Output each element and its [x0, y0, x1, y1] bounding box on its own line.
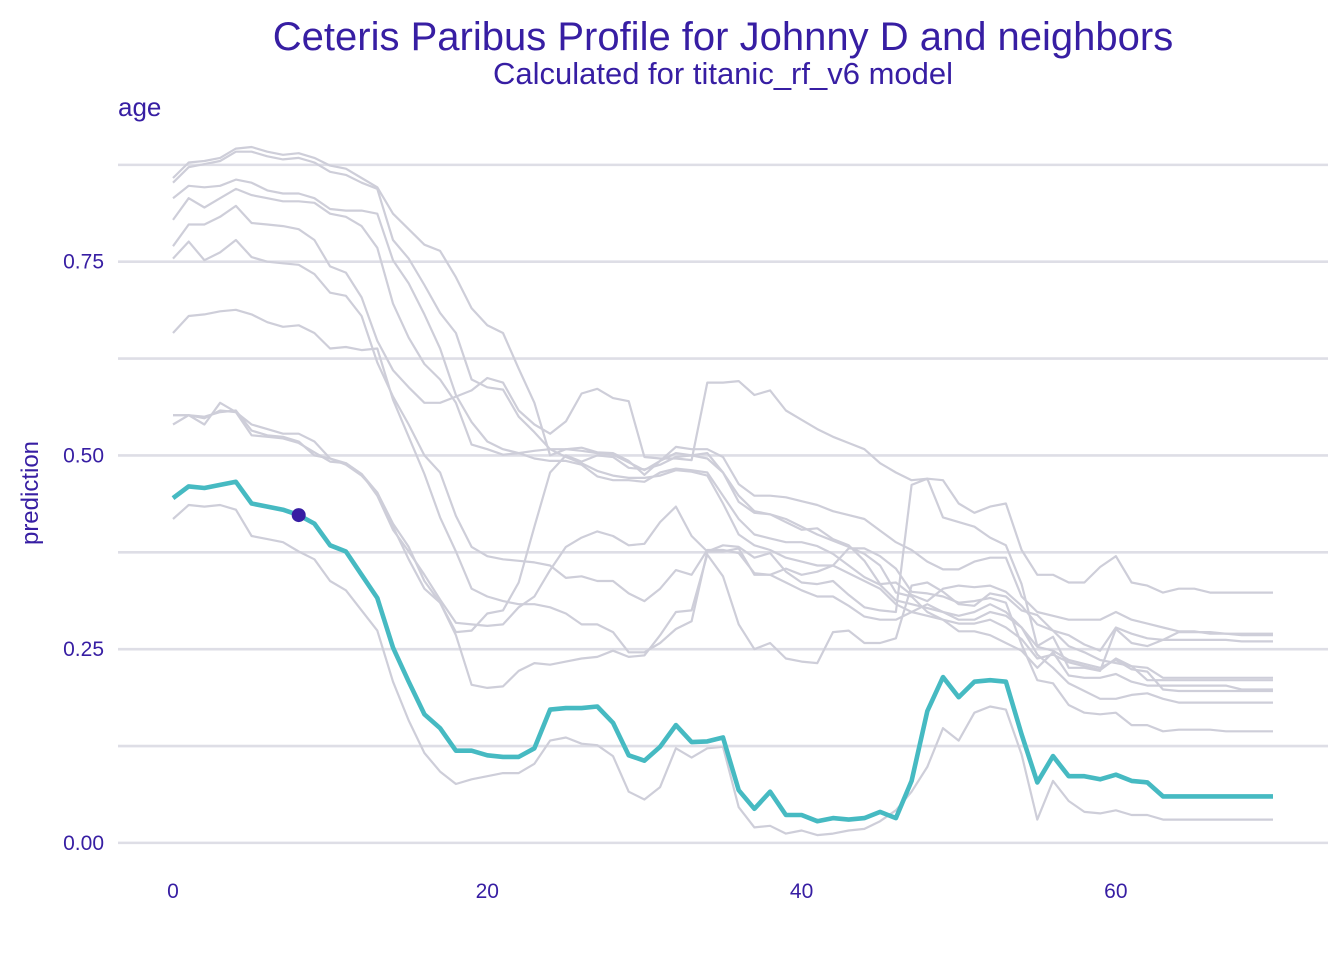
y-axis-label: prediction [17, 441, 44, 545]
chart-title: Ceteris Paribus Profile for Johnny D and… [273, 15, 1173, 59]
y-tick-labels: 0.00 0.25 0.50 0.75 [63, 251, 104, 855]
neighbor-line [172, 238, 1273, 704]
observation-point [291, 508, 306, 523]
observation-layer [291, 508, 306, 523]
neighbor-line [173, 409, 1273, 652]
facet-label: age [118, 92, 161, 122]
x-tick-label: 40 [790, 880, 813, 903]
neighbor-line [172, 503, 1273, 837]
chart-subtitle: Calculated for titanic_rf_v6 model [493, 56, 953, 91]
x-tick-labels: 0 20 40 60 [167, 880, 1127, 903]
x-tick-label: 20 [476, 880, 499, 903]
neighbor-line [172, 150, 1273, 679]
neighbor-line [172, 308, 1273, 733]
neighbor-line [172, 145, 1273, 691]
neighbor-line [172, 187, 1273, 635]
y-tick-label: 0.00 [63, 832, 104, 855]
neighbor-line [172, 178, 1273, 693]
x-tick-label: 0 [167, 880, 179, 903]
y-tick-label: 0.25 [63, 638, 104, 661]
main-profile [171, 479, 1273, 824]
x-tick-label: 60 [1104, 880, 1127, 903]
main-line [171, 479, 1273, 824]
neighbor-line [173, 409, 1273, 673]
y-tick-label: 0.75 [63, 251, 104, 274]
neighbor-profiles [172, 145, 1273, 837]
neighbor-line [172, 204, 1273, 594]
y-tick-label: 0.50 [63, 444, 104, 467]
